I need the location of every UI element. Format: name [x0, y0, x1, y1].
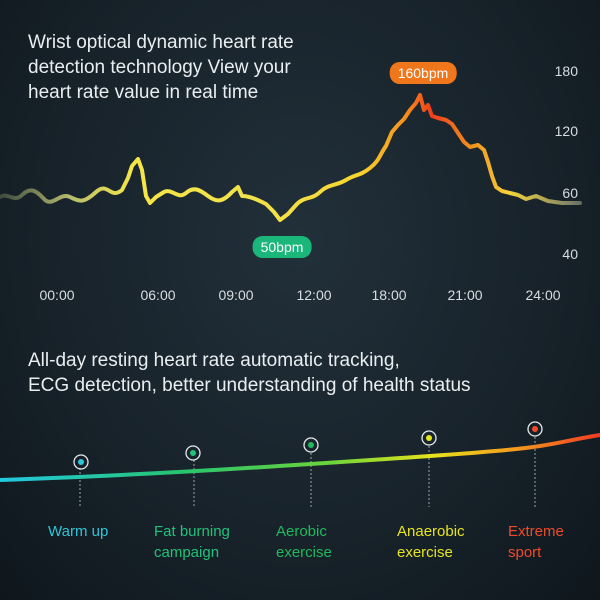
low-bpm-badge: 50bpm — [252, 236, 312, 258]
x-tick-1800: 18:00 — [371, 287, 407, 303]
zone-label-line-1: Fat burning — [154, 523, 230, 540]
zone-marker-3 — [303, 437, 319, 453]
headline-line-3: heart rate value in real time — [28, 82, 259, 103]
y-tick-120: 120 — [554, 123, 578, 139]
peak-bpm-badge: 160bpm — [389, 62, 457, 84]
zone-marker-2 — [185, 445, 201, 461]
zone-label-line-1: Anaerobic — [397, 523, 465, 540]
headline-line-2: detection technology View your — [28, 57, 291, 78]
x-tick-0000: 00:00 — [39, 287, 75, 303]
zone-label-line-1: Aerobic — [276, 523, 327, 540]
zone-label-warm-up: Warm up — [48, 521, 108, 542]
x-tick-1200: 12:00 — [296, 287, 332, 303]
tracking-headline: All-day resting heart rate automatic tra… — [28, 348, 588, 398]
heart-rate-line — [0, 93, 582, 222]
zone-label-line-1: Extreme — [508, 523, 564, 540]
x-tick-2100: 21:00 — [447, 287, 483, 303]
zone-marker-1 — [73, 454, 89, 470]
zone-label-line-2: exercise — [276, 544, 332, 561]
tracking-line-2: ECG detection, better understanding of h… — [28, 375, 471, 396]
x-tick-2400: 24:00 — [525, 287, 561, 303]
tracking-line-1: All-day resting heart rate automatic tra… — [28, 350, 400, 371]
y-tick-60: 60 — [562, 185, 578, 201]
zone-label-fat-burning: Fat burning campaign — [154, 521, 230, 563]
x-tick-0600: 06:00 — [140, 287, 176, 303]
zone-label-line-2: sport — [508, 544, 542, 561]
zone-label-line-2: campaign — [154, 544, 220, 561]
x-tick-0900: 09:00 — [218, 287, 254, 303]
zone-marker-4 — [421, 430, 437, 446]
heart-rate-headline: Wrist optical dynamic heart rate detecti… — [28, 30, 358, 105]
zone-marker-5 — [527, 421, 543, 437]
zone-label-extreme: Extreme sport — [508, 521, 564, 563]
y-tick-180: 180 — [554, 63, 578, 79]
headline-line-1: Wrist optical dynamic heart rate — [28, 32, 294, 53]
zone-label-aerobic: Aerobic exercise — [276, 521, 332, 563]
exercise-zone-curve — [0, 433, 600, 482]
zone-label-line-2: exercise — [397, 544, 453, 561]
zone-label-anaerobic: Anaerobic exercise — [397, 521, 465, 563]
zone-label-line-1: Warm up — [48, 523, 109, 540]
y-tick-40: 40 — [562, 246, 578, 262]
